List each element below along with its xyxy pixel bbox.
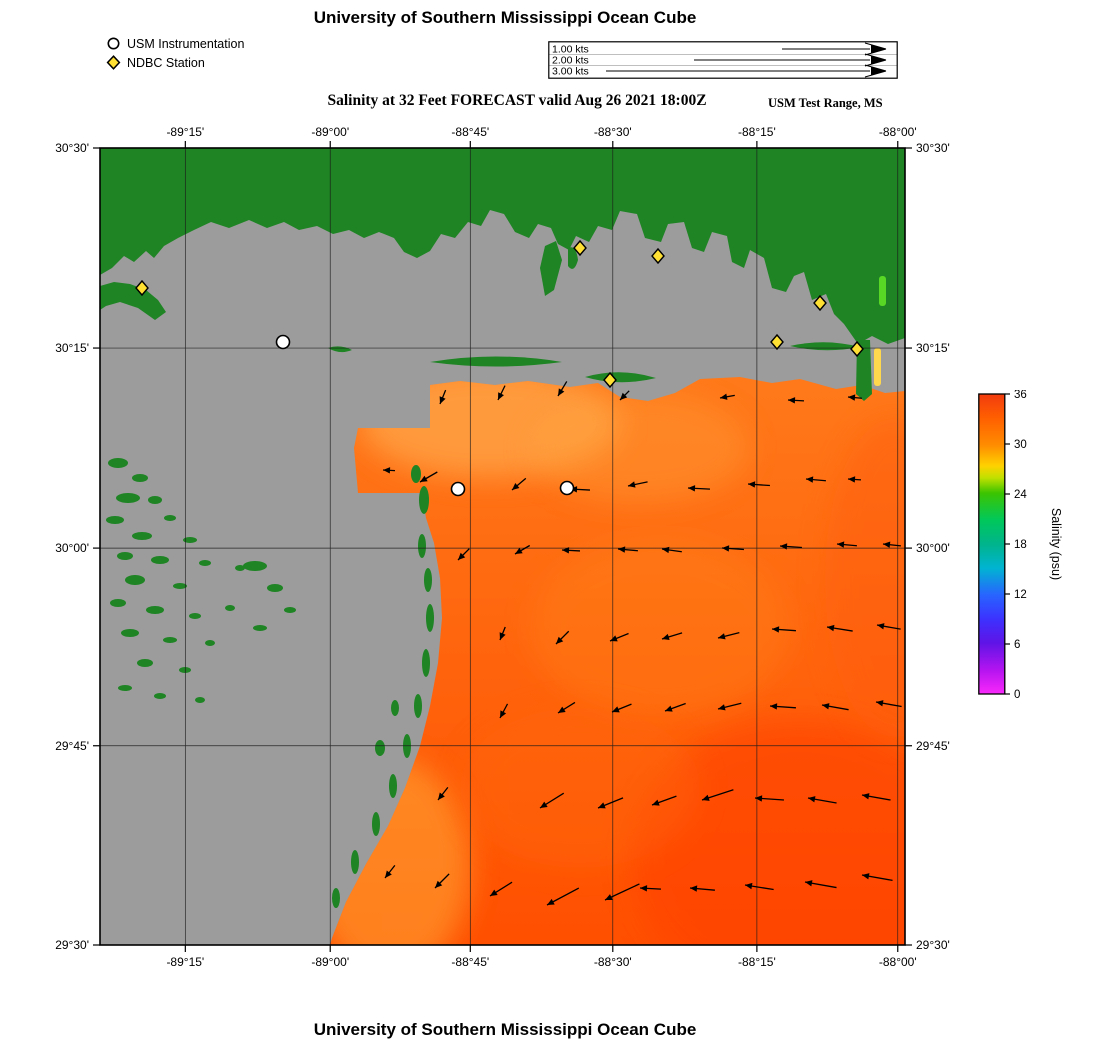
- ndbc-station-marker: [770, 333, 784, 351]
- colorbar-tick-label: 18: [1014, 539, 1027, 551]
- map-canvas: -89°15' -89°15' -89°00' -89°00' -88°45' -88°4…: [55, 125, 950, 969]
- legend-item-usm: USM Instrumentation: [106, 34, 244, 53]
- usm-station-marker: [275, 334, 291, 350]
- y-tick-label: 30°15': [55, 341, 89, 355]
- ndbc-station-marker: [651, 247, 665, 265]
- ndbc-station-marker: [573, 239, 587, 257]
- page-title: University of Southern Mississippi Ocean…: [313, 8, 697, 27]
- x-tick-label: -88°00': [879, 125, 917, 139]
- stations: [135, 239, 864, 497]
- usm-station-marker: [559, 480, 575, 496]
- y-tick-label: 30°00': [55, 541, 89, 555]
- velocity-scale-label: 1.00 kts: [552, 44, 589, 56]
- x-tick-label: -88°45': [451, 955, 489, 969]
- colorbar: 36 30 24 18 12 6 0 Salinity (psu): [978, 390, 1063, 701]
- legend-item-ndbc: NDBC Station: [106, 53, 244, 72]
- colorbar-tick-label: 24: [1014, 489, 1027, 501]
- y-tick-label: 30°00': [916, 541, 950, 555]
- x-tick-label: -88°45': [451, 125, 489, 139]
- colorbar-tick-label: 12: [1014, 589, 1027, 601]
- y-tick-label: 29°45': [55, 739, 89, 753]
- scale-arrow-icon: [871, 55, 886, 65]
- x-tick-label: -89°15': [166, 955, 204, 969]
- y-tick-label: 30°15': [916, 341, 950, 355]
- usm-station-marker: [450, 481, 466, 497]
- axis-labels: -89°15' -89°15' -89°00' -89°00' -88°45' -88°4…: [55, 125, 950, 969]
- y-tick-label: 29°30': [916, 938, 950, 952]
- colorbar-tick-label: 6: [1014, 639, 1020, 651]
- y-tick-label: 29°45': [916, 739, 950, 753]
- scale-arrow-icon: [871, 44, 886, 54]
- current-vectors: [382, 381, 902, 906]
- ndbc-station-marker: [850, 340, 864, 358]
- colorbar-axis-label: Salinity (psu): [1049, 508, 1063, 580]
- velocity-scale-label: 3.00 kts: [552, 66, 589, 78]
- velocity-scale-label: 2.00 kts: [552, 55, 589, 67]
- ndbc-station-marker: [603, 371, 617, 389]
- x-tick-label: -89°15': [166, 125, 204, 139]
- x-tick-label: -88°30': [594, 955, 632, 969]
- footer-title: University of Southern Mississippi Ocean…: [313, 1020, 697, 1039]
- forecast-subtitle: Salinity at 32 Feet FORECAST valid Aug 2…: [327, 92, 707, 109]
- colorbar-gradient: [978, 393, 1006, 695]
- x-tick-label: -88°00': [879, 955, 917, 969]
- data-artifact: [874, 348, 881, 386]
- x-tick-label: -88°15': [738, 125, 776, 139]
- legend-item-ndbc-label: NDBC Station: [127, 55, 205, 70]
- x-tick-label: -88°15': [738, 955, 776, 969]
- marker-legend: USM Instrumentation NDBC Station: [106, 34, 244, 72]
- graticule: [100, 148, 905, 945]
- x-tick-label: -89°00': [311, 125, 349, 139]
- ndbc-station-marker: [135, 279, 149, 297]
- colorbar-tick-label: 30: [1014, 439, 1027, 451]
- map-border: [99, 147, 906, 946]
- ndbc-station-marker: [813, 294, 827, 312]
- x-tick-label: -89°00': [311, 955, 349, 969]
- region-label: USM Test Range, MS: [768, 96, 883, 110]
- axis-ticks: [93, 141, 912, 952]
- usm-circle-icon: [107, 37, 120, 50]
- x-tick-label: -88°30': [594, 125, 632, 139]
- y-tick-label: 29°30': [55, 938, 89, 952]
- scale-arrow-icon: [871, 66, 886, 76]
- legend-item-usm-label: USM Instrumentation: [127, 36, 245, 51]
- y-tick-label: 30°30': [55, 141, 89, 155]
- colorbar-tick-label: 0: [1014, 689, 1020, 701]
- colorbar-tick-label: 36: [1014, 390, 1027, 401]
- data-artifact: [879, 276, 886, 306]
- ndbc-diamond-icon: [106, 55, 121, 70]
- y-tick-label: 30°30': [916, 141, 950, 155]
